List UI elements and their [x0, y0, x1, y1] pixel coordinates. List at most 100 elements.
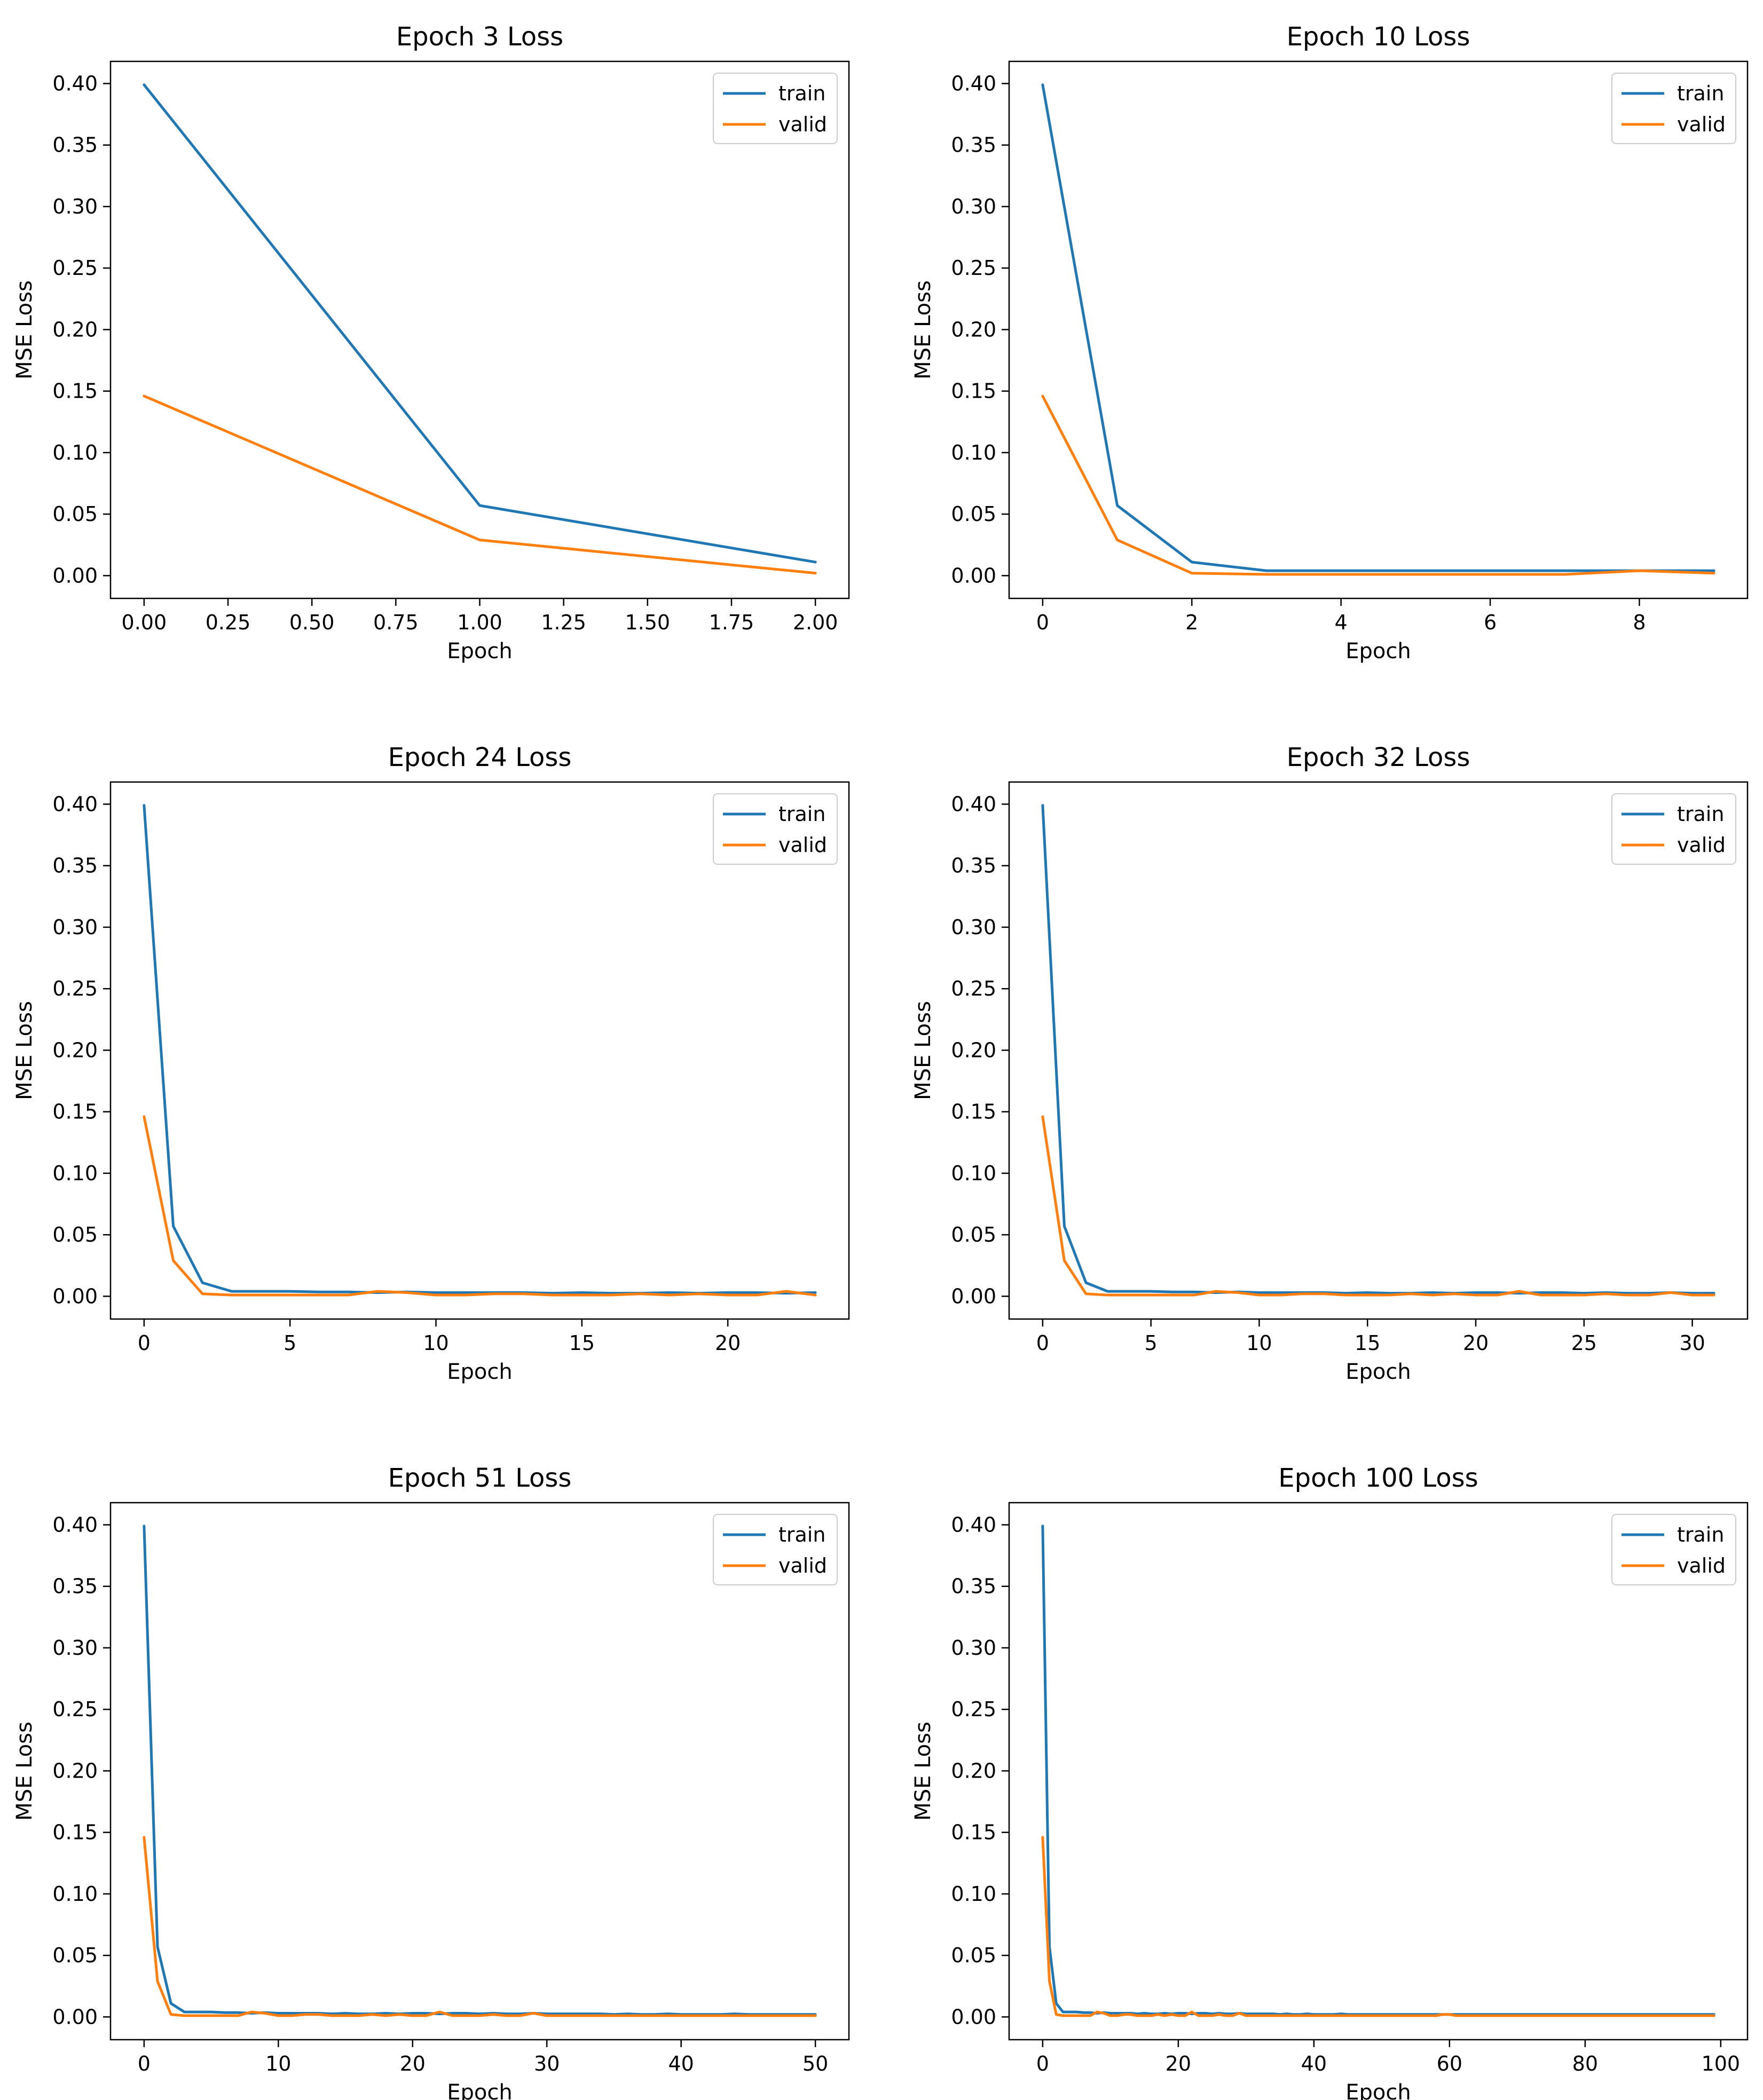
x-axis-label: Epoch — [1345, 1360, 1411, 1384]
legend: train valid — [713, 73, 838, 144]
y-tick-label: 0.05 — [52, 502, 98, 526]
y-tick-label: 0.00 — [52, 564, 98, 587]
legend: train valid — [1611, 793, 1736, 865]
x-tick-label: 1.50 — [625, 611, 671, 634]
x-tick-label: 15 — [569, 1331, 595, 1355]
y-tick-label: 0.35 — [52, 133, 98, 157]
x-tick-label: 8 — [1633, 611, 1646, 634]
x-tick-label: 100 — [1702, 2052, 1741, 2075]
y-tick-label: 0.15 — [52, 380, 98, 403]
y-tick-label: 0.40 — [52, 72, 98, 95]
x-tick-label: 0.75 — [373, 611, 419, 634]
y-axis-label: MSE Loss — [911, 280, 935, 380]
x-axis-label: Epoch — [1345, 639, 1411, 664]
x-tick-label: 10 — [423, 1331, 448, 1355]
legend-label: train — [1677, 82, 1724, 105]
chart-title: Epoch 51 Loss — [388, 1463, 572, 1493]
y-axis-label: MSE Loss — [911, 1722, 935, 1821]
series-line-valid — [1041, 1836, 1715, 2017]
legend-label: train — [778, 82, 825, 105]
y-tick-label: 0.30 — [951, 1636, 996, 1660]
y-tick-label: 0.20 — [52, 318, 98, 341]
y-tick-label: 0.10 — [951, 1162, 996, 1185]
y-tick-label: 0.10 — [951, 1882, 996, 1906]
x-tick-label: 1.00 — [457, 611, 502, 634]
y-tick-label: 0.35 — [951, 854, 996, 878]
x-tick-label: 50 — [802, 2052, 828, 2075]
x-tick-label: 4 — [1335, 611, 1348, 634]
x-tick-label: 80 — [1572, 2052, 1598, 2075]
y-tick-label: 0.35 — [52, 854, 98, 878]
x-tick-label: 25 — [1571, 1331, 1597, 1355]
legend: train valid — [713, 1514, 838, 1585]
y-tick-label: 0.30 — [951, 915, 996, 939]
chart-title: Epoch 100 Loss — [1278, 1463, 1478, 1493]
series-line-valid — [1041, 1115, 1715, 1297]
legend-label: train — [1677, 802, 1724, 826]
y-tick-label: 0.05 — [52, 1223, 98, 1246]
x-tick-label: 1.25 — [541, 611, 586, 634]
x-tick-label: 0 — [138, 1331, 151, 1355]
y-tick-label: 0.25 — [52, 1698, 98, 1721]
legend-box — [713, 1514, 838, 1585]
legend-label: valid — [778, 113, 827, 136]
legend: train valid — [1611, 1514, 1736, 1585]
chart-title: Epoch 3 Loss — [396, 22, 563, 52]
series-line-train — [143, 83, 817, 564]
y-tick-label: 0.30 — [951, 195, 996, 218]
series-line-train — [1041, 83, 1715, 572]
y-axis-label: MSE Loss — [12, 1001, 37, 1100]
y-tick-label: 0.25 — [951, 256, 996, 280]
y-tick-label: 0.10 — [52, 1162, 98, 1185]
y-tick-label: 0.00 — [52, 2005, 98, 2028]
x-tick-label: 10 — [1246, 1331, 1272, 1355]
x-tick-label: 5 — [284, 1331, 296, 1355]
x-tick-label: 2 — [1185, 611, 1198, 634]
y-tick-label: 0.35 — [951, 1575, 996, 1598]
legend-box — [713, 73, 838, 144]
y-tick-label: 0.40 — [951, 72, 996, 95]
x-tick-label: 2.00 — [793, 611, 838, 634]
x-tick-label: 0 — [1036, 2052, 1049, 2075]
x-tick-label: 40 — [668, 2052, 694, 2075]
y-tick-label: 0.40 — [52, 792, 98, 816]
series-line-train — [143, 1525, 817, 2016]
legend-label: valid — [1677, 1554, 1726, 1577]
legend-label: train — [778, 802, 825, 826]
legend-label: valid — [778, 833, 827, 857]
y-tick-label: 0.15 — [951, 1100, 996, 1124]
x-tick-label: 20 — [715, 1331, 741, 1355]
x-tick-label: 0 — [1036, 1331, 1049, 1355]
x-tick-label: 30 — [1679, 1331, 1705, 1355]
y-tick-label: 0.30 — [52, 915, 98, 939]
y-tick-label: 0.20 — [951, 1038, 996, 1062]
x-axis-label: Epoch — [1345, 2080, 1411, 2100]
legend-box — [1611, 793, 1736, 865]
legend-box — [713, 793, 838, 865]
legend-label: valid — [1677, 113, 1726, 136]
y-tick-label: 0.25 — [52, 977, 98, 1000]
y-tick-label: 0.35 — [951, 133, 996, 157]
y-tick-label: 0.05 — [951, 1944, 996, 1967]
x-tick-label: 6 — [1484, 611, 1497, 634]
chart-title: Epoch 24 Loss — [388, 743, 572, 772]
y-tick-label: 0.00 — [951, 1284, 996, 1308]
chart-panel: Epoch 10 Loss 0 2 4 6 8 0.00 0.05 0.10 0.15 0.20 0.… — [911, 22, 1749, 664]
y-tick-label: 0.25 — [951, 977, 996, 1000]
y-tick-label: 0.40 — [951, 1513, 996, 1536]
y-tick-label: 0.10 — [951, 441, 996, 464]
x-tick-label: 20 — [1463, 1331, 1489, 1355]
chart-panel: Epoch 51 Loss 0 10 20 30 40 50 0.00 0.05 0.10 0.15… — [12, 1463, 850, 2100]
y-tick-label: 0.15 — [52, 1100, 98, 1124]
y-tick-label: 0.05 — [951, 1223, 996, 1246]
legend: train valid — [713, 793, 838, 865]
x-axis-label: Epoch — [447, 639, 512, 664]
series-line-train — [1041, 1525, 1715, 2016]
legend-label: valid — [1677, 833, 1726, 857]
series-line-valid — [143, 394, 817, 575]
y-tick-label: 0.10 — [52, 1882, 98, 1906]
y-tick-label: 0.15 — [951, 1821, 996, 1844]
y-tick-label: 0.10 — [52, 441, 98, 464]
y-tick-label: 0.05 — [951, 502, 996, 526]
x-tick-label: 15 — [1355, 1331, 1380, 1355]
